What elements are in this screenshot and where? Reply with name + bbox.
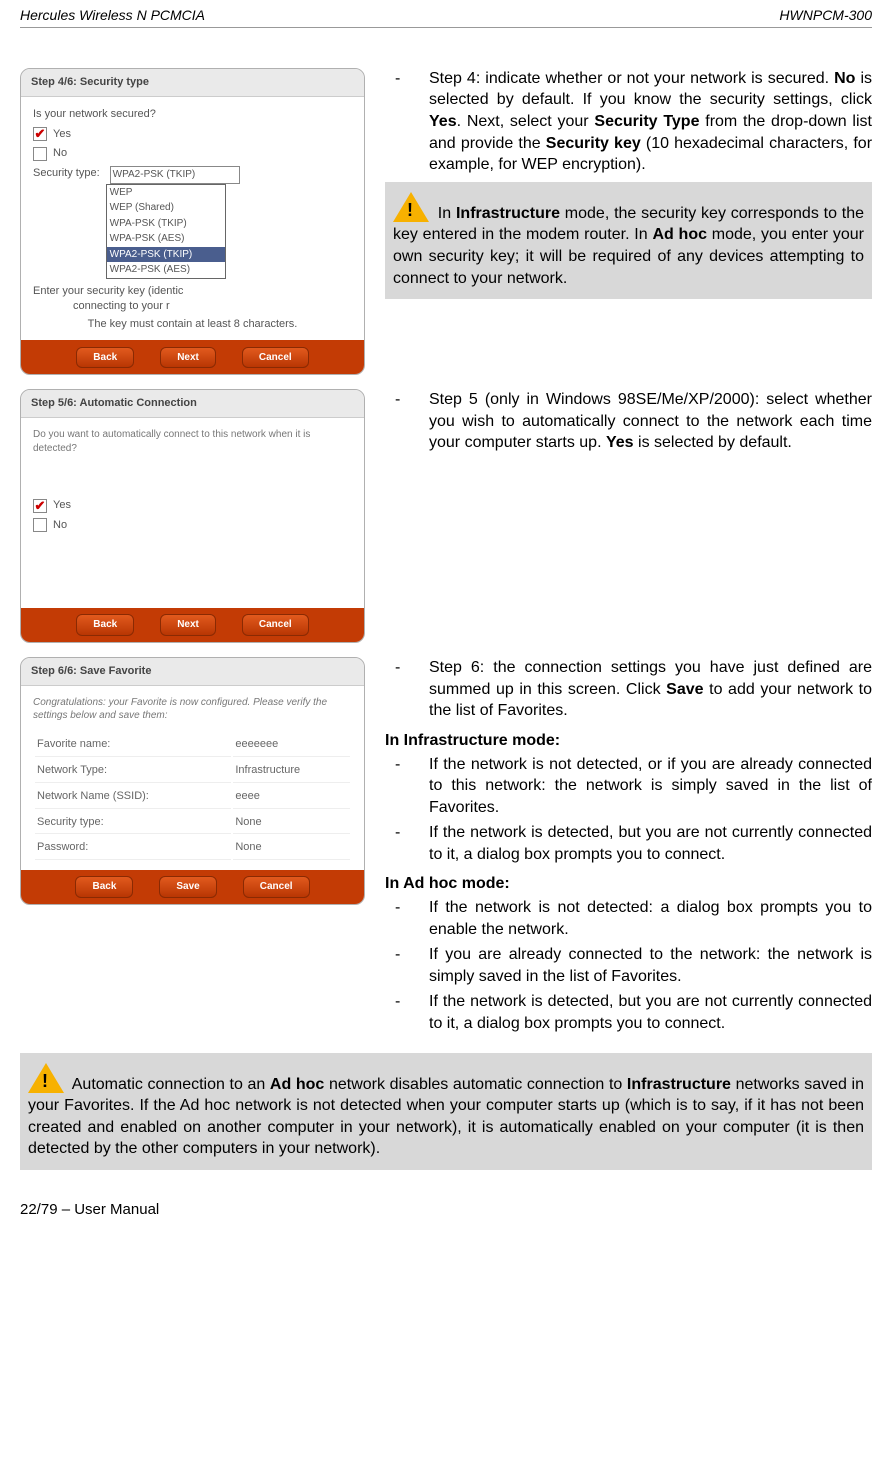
favorites-table: Favorite name:eeeeeee Network Type:Infra… <box>33 731 352 862</box>
dd-item[interactable]: WEP <box>107 185 225 201</box>
infra-mode-head: In Infrastructure mode: <box>385 730 872 752</box>
warning-icon <box>28 1063 64 1093</box>
step4-title: Step 4/6: Security type <box>21 69 364 97</box>
page-footer: 22/79 – User Manual <box>20 1200 872 1220</box>
next-button[interactable]: Next <box>160 347 216 369</box>
table-row: Password:None <box>35 836 350 860</box>
adhoc-auto-note: Automatic connection to an Ad hoc networ… <box>20 1053 872 1170</box>
no-checkbox[interactable] <box>33 147 47 161</box>
step6-congrats: Congratulations: your Favorite is now co… <box>33 696 352 723</box>
step5-text: Step 5 (only in Windows 98SE/Me/XP/2000)… <box>429 389 872 454</box>
save-button[interactable]: Save <box>159 876 216 898</box>
dd-item[interactable]: WEP (Shared) <box>107 200 225 216</box>
enterkey-label: Enter your security key (identic <box>33 284 352 299</box>
back-button[interactable]: Back <box>76 614 134 636</box>
back-button[interactable]: Back <box>75 876 133 898</box>
step6-title: Step 6/6: Save Favorite <box>21 658 364 686</box>
adhoc-item: If you are already connected to the netw… <box>429 944 872 987</box>
no-checkbox[interactable] <box>33 518 47 532</box>
yes-label: Yes <box>53 127 71 142</box>
cancel-button[interactable]: Cancel <box>242 347 309 369</box>
mustcontain-label: The key must contain at least 8 characte… <box>33 317 352 332</box>
step4-text: Step 4: indicate whether or not your net… <box>429 68 872 176</box>
warning-icon <box>393 192 429 222</box>
step6-footer: Back Save Cancel <box>21 870 364 904</box>
no-label: No <box>53 518 67 533</box>
infrastructure-note: In Infrastructure mode, the security key… <box>385 182 872 299</box>
dropdown-list[interactable]: WEP WEP (Shared) WPA-PSK (TKIP) WPA-PSK … <box>106 184 226 279</box>
table-row: Network Name (SSID):eeee <box>35 785 350 809</box>
dd-item[interactable]: WPA-PSK (AES) <box>107 231 225 247</box>
page-header: Hercules Wireless N PCMCIA HWNPCM-300 <box>20 0 872 28</box>
header-left: Hercules Wireless N PCMCIA <box>20 6 205 25</box>
dd-item[interactable]: WPA-PSK (TKIP) <box>107 216 225 232</box>
dd-item-selected[interactable]: WPA2-PSK (TKIP) <box>107 247 225 263</box>
connecting-label: connecting to your r <box>33 299 352 314</box>
no-label: No <box>53 146 67 161</box>
table-row: Favorite name:eeeeeee <box>35 733 350 757</box>
adhoc-item: If the network is detected, but you are … <box>429 991 872 1034</box>
infra-item: If the network is not detected, or if yo… <box>429 754 872 819</box>
step4-screenshot: Step 4/6: Security type Is your network … <box>20 68 365 375</box>
step5-screenshot: Step 5/6: Automatic Connection Do you wa… <box>20 389 365 643</box>
yes-label: Yes <box>53 498 71 513</box>
cancel-button[interactable]: Cancel <box>243 876 310 898</box>
adhoc-item: If the network is not detected: a dialog… <box>429 897 872 940</box>
step5-title: Step 5/6: Automatic Connection <box>21 390 364 418</box>
step5-question: Do you want to automatically connect to … <box>33 428 352 455</box>
table-row: Security type:None <box>35 811 350 835</box>
step6-screenshot: Step 6/6: Save Favorite Congratulations:… <box>20 657 365 905</box>
step4-question: Is your network secured? <box>33 107 352 122</box>
cancel-button[interactable]: Cancel <box>242 614 309 636</box>
adhoc-mode-head: In Ad hoc mode: <box>385 873 872 895</box>
infra-item: If the network is detected, but you are … <box>429 822 872 865</box>
dd-item[interactable]: WPA2-PSK (AES) <box>107 262 225 278</box>
back-button[interactable]: Back <box>76 347 134 369</box>
yes-checkbox[interactable]: ✔ <box>33 127 47 141</box>
step5-footer: Back Next Cancel <box>21 608 364 642</box>
yes-checkbox[interactable]: ✔ <box>33 499 47 513</box>
header-right: HWNPCM-300 <box>779 6 872 25</box>
step6-text: Step 6: the connection settings you have… <box>429 657 872 722</box>
next-button[interactable]: Next <box>160 614 216 636</box>
security-type-dropdown[interactable]: WPA2-PSK (TKIP) <box>110 166 240 184</box>
step4-footer: Back Next Cancel <box>21 340 364 374</box>
table-row: Network Type:Infrastructure <box>35 759 350 783</box>
sectype-label: Security type: <box>33 166 100 181</box>
